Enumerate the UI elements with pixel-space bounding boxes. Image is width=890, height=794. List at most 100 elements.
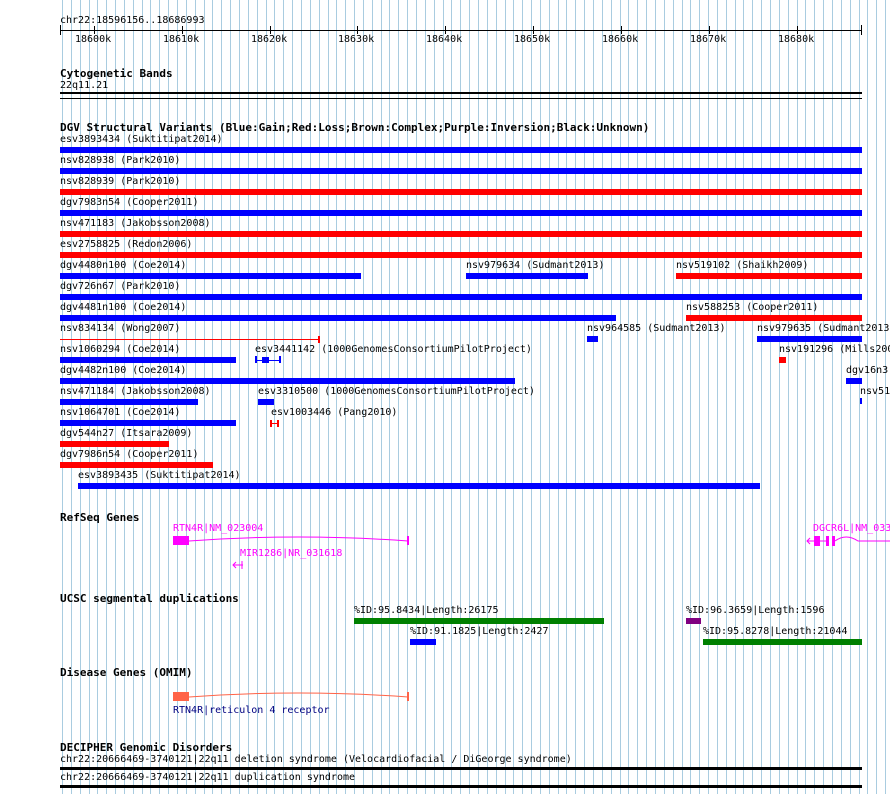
dgv-variant-bar[interactable]: [78, 483, 760, 489]
dgv-variant-bar[interactable]: [60, 252, 862, 258]
track-title-refseq: RefSeq Genes: [60, 511, 140, 524]
dgv-variant-label[interactable]: nsv1060294 (Coe2014): [60, 344, 181, 355]
track-title-omim: Disease Genes (OMIM): [60, 666, 193, 679]
segdup-bar-1[interactable]: [354, 618, 604, 624]
segdup-bar-4[interactable]: [703, 639, 862, 645]
dgv-variant-label[interactable]: esv3893435 (Suktitipat2014): [78, 470, 241, 481]
dgv-variant-label[interactable]: esv3310500 (1000GenomesConsortiumPilotPr…: [258, 386, 535, 397]
dgv-variant-label[interactable]: nsv979634 (Sudmant2013): [466, 260, 605, 271]
dgv-variant-label[interactable]: nsv519102 (Shaikh2009): [676, 260, 809, 271]
segdup-bar-3[interactable]: [686, 618, 701, 624]
dgv-variant-bar[interactable]: [757, 336, 862, 342]
dgv-variant-label[interactable]: nsv828939 (Park2010): [60, 176, 181, 187]
grid-line: [230, 0, 231, 794]
dgv-variant-bar[interactable]: [60, 441, 169, 447]
dgv-variant-bar[interactable]: [60, 378, 515, 384]
dgv-variant-bar[interactable]: [60, 147, 862, 153]
dgv-variant-bar[interactable]: [60, 315, 616, 321]
gene-mir1286-glyph[interactable]: [232, 560, 244, 570]
segdup-label-2[interactable]: %ID:91.1825|Length:2427: [410, 626, 549, 637]
dgv-variant-bar[interactable]: [60, 462, 213, 468]
grid-line: [522, 0, 523, 794]
gene-rtn4r-exon[interactable]: [173, 536, 189, 545]
grid-line: [398, 0, 399, 794]
grid-line: [602, 0, 603, 794]
dgv-variant-label[interactable]: nsv1064701 (Coe2014): [60, 407, 181, 418]
dgv-variant-thin-bar[interactable]: [60, 339, 319, 340]
dgv-variant-label[interactable]: esv2758825 (Redon2006): [60, 239, 193, 250]
grid-line: [283, 0, 284, 794]
gene-label-mir1286[interactable]: MIR1286|NR_031618: [240, 548, 343, 559]
dgv-variant-bar[interactable]: [686, 315, 862, 321]
dgv-variant-label[interactable]: nsv588253 (Cooper2011): [686, 302, 819, 313]
dgv-variant-label[interactable]: dgv544n27 (Itsara2009): [60, 428, 193, 439]
dgv-variant-label[interactable]: nsv471184 (Jakobsson2008): [60, 386, 211, 397]
dgv-variant-label[interactable]: esv1003446 (Pang2010): [271, 407, 398, 418]
segdup-bar-2[interactable]: [410, 639, 436, 645]
ruler-tick: [357, 26, 358, 34]
dgv-variant-label[interactable]: nsv834134 (Wong2007): [60, 323, 181, 334]
dgv-variant-bar[interactable]: [846, 378, 862, 384]
dgv-variant-bar[interactable]: [60, 399, 198, 405]
dgv-variant-label[interactable]: nsv51: [860, 386, 890, 397]
dgv-variant-bar[interactable]: [60, 420, 236, 426]
dgv-variant-bar[interactable]: [60, 273, 361, 279]
grid-line: [212, 0, 213, 794]
dgv-variant-bar[interactable]: [587, 336, 598, 342]
dgv-variant-bar[interactable]: [779, 357, 786, 363]
segdup-label-3[interactable]: %ID:96.3659|Length:1596: [686, 605, 825, 616]
grid-line: [372, 0, 373, 794]
grid-line: [186, 0, 187, 794]
decipher-item-duplication-label[interactable]: chr22:20666469-3740121|22q11 duplication…: [60, 772, 356, 783]
dgv-variant-label[interactable]: nsv979635 (Sudmant2013: [757, 323, 890, 334]
dgv-variant-bar[interactable]: [466, 273, 588, 279]
dgv-variant-bar[interactable]: [258, 399, 274, 405]
decipher-item-deletion-label[interactable]: chr22:20666469-3740121|22q11 deletion sy…: [60, 754, 572, 765]
decipher-item-deletion-bar[interactable]: [60, 767, 862, 770]
dgv-variant-bar[interactable]: [60, 357, 236, 363]
dgv-variant-thin-bar[interactable]: [860, 398, 862, 404]
dgv-variant-label[interactable]: esv3441142 (1000GenomesConsortiumPilotPr…: [255, 344, 532, 355]
dgv-variant-bar[interactable]: [262, 357, 269, 363]
segdup-label-4[interactable]: %ID:95.8278|Length:21044: [703, 626, 848, 637]
dgv-variant-label[interactable]: dgv4482n100 (Coe2014): [60, 365, 187, 376]
grid-line: [150, 0, 151, 794]
dgv-variant-thin-bar[interactable]: [270, 423, 278, 424]
dgv-variant-bar[interactable]: [60, 168, 862, 174]
gene-label-rtn4r[interactable]: RTN4R|NM_023004: [173, 523, 264, 534]
dgv-variant-bar[interactable]: [60, 294, 862, 300]
dgv-variant-label[interactable]: nsv471183 (Jakobsson2008): [60, 218, 211, 229]
dgv-variant-label[interactable]: dgv4480n100 (Coe2014): [60, 260, 187, 271]
dgv-variant-label[interactable]: dgv726n67 (Park2010): [60, 281, 181, 292]
dgv-variant-label[interactable]: nsv191296 (Mills200: [779, 344, 890, 355]
grid-line: [71, 0, 72, 794]
grid-line: [611, 0, 612, 794]
ruler-end-tick: [861, 25, 862, 35]
dgv-variant-label[interactable]: dgv16n3: [846, 365, 889, 376]
grid-line: [124, 0, 125, 794]
gene-label-dgcr6l[interactable]: DGCR6L|NM_033: [813, 523, 890, 534]
dgv-variant-bar[interactable]: [60, 189, 862, 195]
dgv-variant-label[interactable]: dgv4481n100 (Coe2014): [60, 302, 187, 313]
dgv-variant-bar[interactable]: [60, 210, 862, 216]
grid-line: [168, 0, 169, 794]
dgv-variant-label[interactable]: nsv828938 (Park2010): [60, 155, 181, 166]
grid-line: [416, 0, 417, 794]
dgv-variant-bar[interactable]: [676, 273, 862, 279]
decipher-item-duplication-bar[interactable]: [60, 785, 862, 788]
cytoband-label[interactable]: 22q11.21: [60, 80, 109, 91]
omim-rtn4r-exon[interactable]: [173, 692, 189, 701]
dgv-variant-label[interactable]: dgv7983n54 (Cooper2011): [60, 197, 199, 208]
omim-gene-label[interactable]: RTN4R|reticulon 4 receptor: [173, 705, 330, 716]
dgv-variant-label[interactable]: dgv7986n54 (Cooper2011): [60, 449, 199, 460]
gene-dgcr6l-glyph[interactable]: [806, 533, 890, 547]
grid-line: [513, 0, 514, 794]
dgv-variant-label[interactable]: esv3893434 (Suktitipat2014): [60, 134, 223, 145]
cytoband-line[interactable]: [60, 92, 862, 94]
grid-line: [62, 0, 63, 794]
segdup-label-1[interactable]: %ID:95.8434|Length:26175: [354, 605, 499, 616]
dgv-variant-bar[interactable]: [60, 231, 862, 237]
dgv-variant-label[interactable]: nsv964585 (Sudmant2013): [587, 323, 726, 334]
